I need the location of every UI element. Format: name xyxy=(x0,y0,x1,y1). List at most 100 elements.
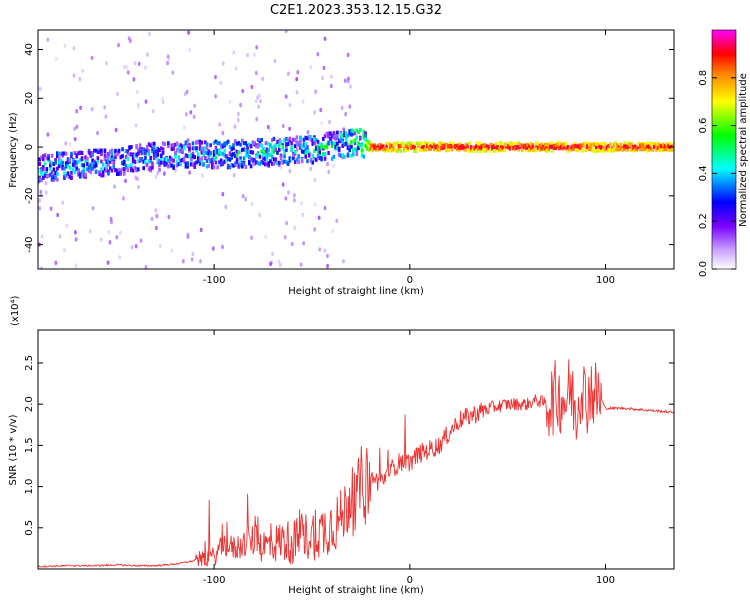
spectrogram-cell xyxy=(269,144,272,149)
spectrogram-cell xyxy=(211,159,214,164)
spectrogram-cell xyxy=(140,147,144,152)
spectrogram-noise-cell xyxy=(264,140,268,146)
spectrogram-cell xyxy=(123,171,126,176)
spectrogram-cell xyxy=(359,143,362,148)
spectrogram-cell xyxy=(646,148,649,153)
spectrogram-noise-cell xyxy=(137,61,141,67)
spectrogram-cell xyxy=(554,143,558,148)
spectrogram-cell xyxy=(380,145,383,150)
spectrogram-noise-cell xyxy=(90,106,94,112)
spectrogram-noise-cell xyxy=(301,212,305,218)
spectrogram-cell xyxy=(600,145,603,150)
spectrogram-cell xyxy=(528,144,531,149)
spectrogram-cell xyxy=(110,148,114,153)
spectrogram-cell xyxy=(41,165,45,170)
spectrogram-cell xyxy=(461,145,464,150)
spectrogram-cell xyxy=(205,142,209,147)
spectrogram-noise-cell xyxy=(188,47,191,53)
spectrogram-noise-cell xyxy=(313,227,317,232)
spectrogram-cell xyxy=(108,156,112,161)
spectrogram-noise-cell xyxy=(139,238,143,243)
spectrogram-cell xyxy=(103,167,107,172)
spectrogram-noise-cell xyxy=(285,220,288,226)
spectrogram-cell xyxy=(105,160,108,165)
spectrogram-cell xyxy=(212,140,216,145)
spectrogram-cell xyxy=(422,144,426,149)
spectrogram-cell xyxy=(151,146,154,151)
spectrogram-cell xyxy=(50,170,54,175)
spectrogram-cell xyxy=(140,151,144,156)
spectrogram-cell xyxy=(43,171,47,176)
spectrogram-cell xyxy=(297,154,300,159)
spectrogram-cell xyxy=(431,141,434,146)
spectrogram-cell xyxy=(498,141,501,146)
spectrogram-cell xyxy=(248,154,251,159)
spectrogram-cell xyxy=(447,143,450,148)
spectrogram-noise-cell xyxy=(65,223,69,228)
spectrogram-axes: -100 0 100 -40 -20 0 20 40 xyxy=(24,30,674,286)
spectrogram-cell xyxy=(624,144,628,149)
spectrogram-cell xyxy=(223,148,226,153)
spectrogram-noise-cell xyxy=(103,105,107,110)
spectrogram-cell xyxy=(279,140,283,145)
spectrogram-cell xyxy=(285,142,288,147)
spectrogram-cell xyxy=(411,144,415,149)
spectrogram-noise-cell xyxy=(74,263,78,268)
spectrogram-cell xyxy=(179,162,182,167)
spectrogram-cell xyxy=(207,151,211,156)
spectrogram-cell xyxy=(353,141,357,146)
spectrogram-cell xyxy=(302,140,306,145)
spectrogram-noise-cell xyxy=(271,251,274,256)
spectrogram-cell xyxy=(526,148,529,153)
spectrogram-cell xyxy=(348,148,352,153)
spectrogram-cell xyxy=(75,154,79,159)
spectrogram-cell xyxy=(100,152,103,157)
spectrogram-y-label: Frequency (Hz) xyxy=(8,112,19,188)
spectrogram-noise-cell xyxy=(335,218,339,224)
spectrogram-cell xyxy=(126,149,130,154)
spectrogram-cell xyxy=(327,150,330,155)
spectrogram-cell xyxy=(558,141,561,146)
spectrogram-cell xyxy=(450,147,454,152)
spectrogram-cell xyxy=(311,138,315,143)
spectrogram-cell xyxy=(246,150,249,155)
spectrogram-cell xyxy=(316,149,320,154)
spectrogram-cell xyxy=(145,162,149,167)
spectrogram-cell xyxy=(566,148,570,153)
spectrogram-cell xyxy=(293,149,297,154)
spectrogram-cell xyxy=(232,146,235,151)
spectrogram-cell xyxy=(135,152,138,157)
spectrogram-cell xyxy=(376,147,380,152)
colorbar-ticks: 0.0 0.2 0.4 0.6 0.8 xyxy=(698,70,736,277)
spectrogram-cell xyxy=(161,147,165,152)
spectrogram-cell xyxy=(637,141,640,146)
spectrogram-cell xyxy=(128,164,131,169)
spectrogram-cell xyxy=(151,165,154,170)
spectrogram-cell xyxy=(200,147,204,152)
spectrogram-cell xyxy=(665,142,669,147)
spectrogram-cell xyxy=(350,128,353,133)
spectrogram-noise-cell xyxy=(150,216,154,222)
spectrogram-cell xyxy=(38,157,42,162)
spectrogram-cell xyxy=(411,142,415,147)
spectrogram-cell xyxy=(41,154,45,159)
spectrogram-cell xyxy=(262,160,265,165)
spectrogram-cell xyxy=(316,153,320,158)
spectrogram-cell xyxy=(89,151,93,156)
spectrogram-cell xyxy=(159,157,163,162)
spectrogram-cell xyxy=(115,152,119,157)
spectrogram-cell xyxy=(515,142,519,147)
spectrogram-noise-cell xyxy=(255,116,259,122)
spectrogram-frame xyxy=(37,29,675,270)
spectrogram-cell xyxy=(371,143,374,148)
spectrogram-noise-cell xyxy=(284,30,288,34)
spectrogram-cell xyxy=(602,148,605,153)
spectrogram-noise-cell xyxy=(44,190,48,195)
spectrogram-cell xyxy=(152,141,156,146)
spectrogram-cell xyxy=(175,141,179,146)
snr-axes: -100 0 100 0.5 1.0 1.5 2.0 2.5 xyxy=(24,330,674,586)
snr-y-tick-label: 1.0 xyxy=(24,479,35,495)
spectrogram-noise-cell xyxy=(190,257,194,262)
spectrogram-cell xyxy=(277,160,281,165)
spectrogram-cell xyxy=(482,143,485,148)
